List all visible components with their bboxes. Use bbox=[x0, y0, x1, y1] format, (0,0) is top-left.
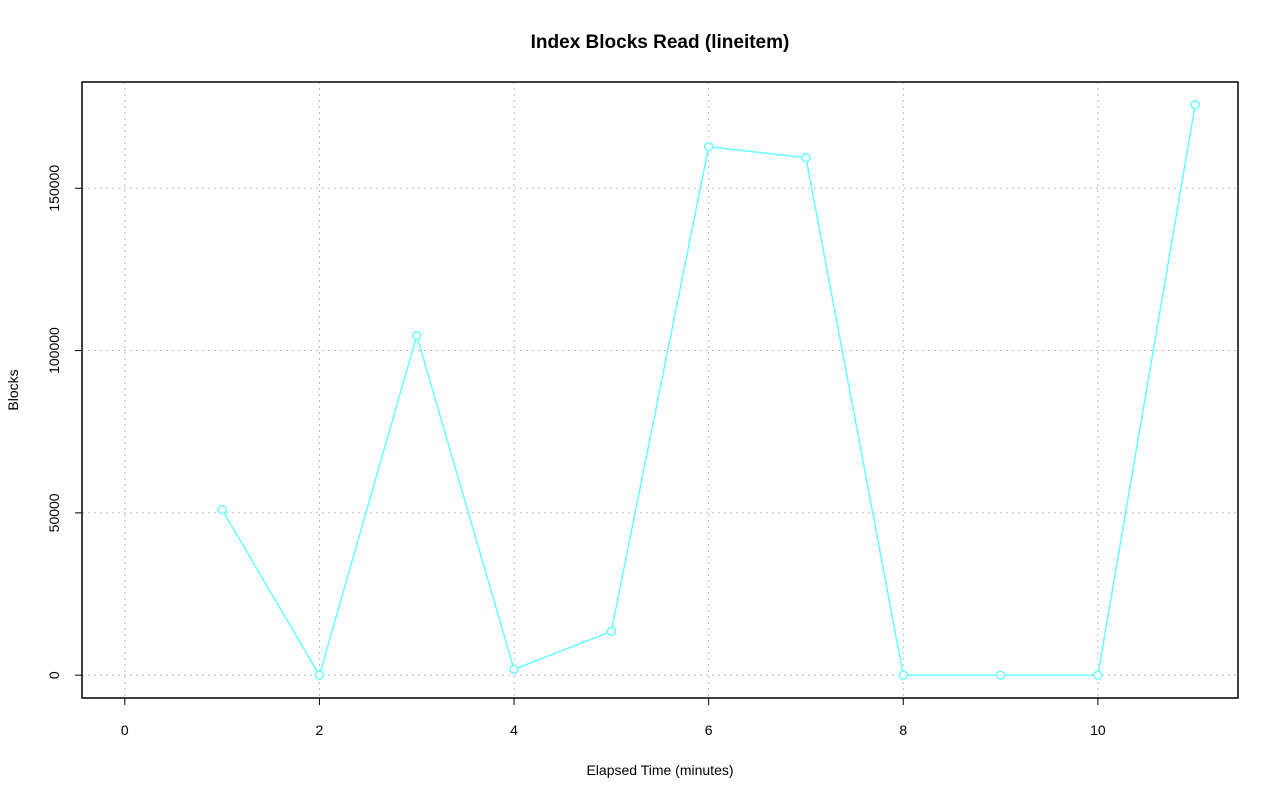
data-point bbox=[898, 670, 909, 680]
plot-frame bbox=[81, 81, 1239, 699]
x-axis-label: Elapsed Time (minutes) bbox=[586, 762, 733, 778]
data-point bbox=[703, 141, 714, 152]
data-point bbox=[1190, 100, 1200, 110]
data-point bbox=[606, 626, 617, 637]
x-tick-label: 2 bbox=[316, 722, 324, 738]
x-tick-label: 10 bbox=[1090, 722, 1106, 738]
y-axis-label: Blocks bbox=[5, 369, 21, 410]
chart-title: Index Blocks Read (lineitem) bbox=[531, 32, 790, 53]
data-point bbox=[509, 664, 519, 675]
x-tick-label: 8 bbox=[899, 722, 907, 738]
x-tick-label: 0 bbox=[121, 722, 129, 738]
data-point bbox=[1093, 670, 1103, 680]
x-tick-label: 6 bbox=[705, 722, 713, 738]
data-point bbox=[217, 504, 227, 515]
data-point bbox=[314, 670, 325, 680]
y-tick-label: 100000 bbox=[46, 327, 62, 374]
data-point bbox=[411, 330, 422, 341]
y-tick-label: 50000 bbox=[46, 493, 62, 532]
data-point bbox=[995, 670, 1006, 680]
x-tick-label: 4 bbox=[510, 722, 518, 738]
y-tick-label: 150000 bbox=[46, 165, 62, 212]
data-point bbox=[801, 152, 811, 163]
y-tick-label: 0 bbox=[46, 671, 62, 679]
